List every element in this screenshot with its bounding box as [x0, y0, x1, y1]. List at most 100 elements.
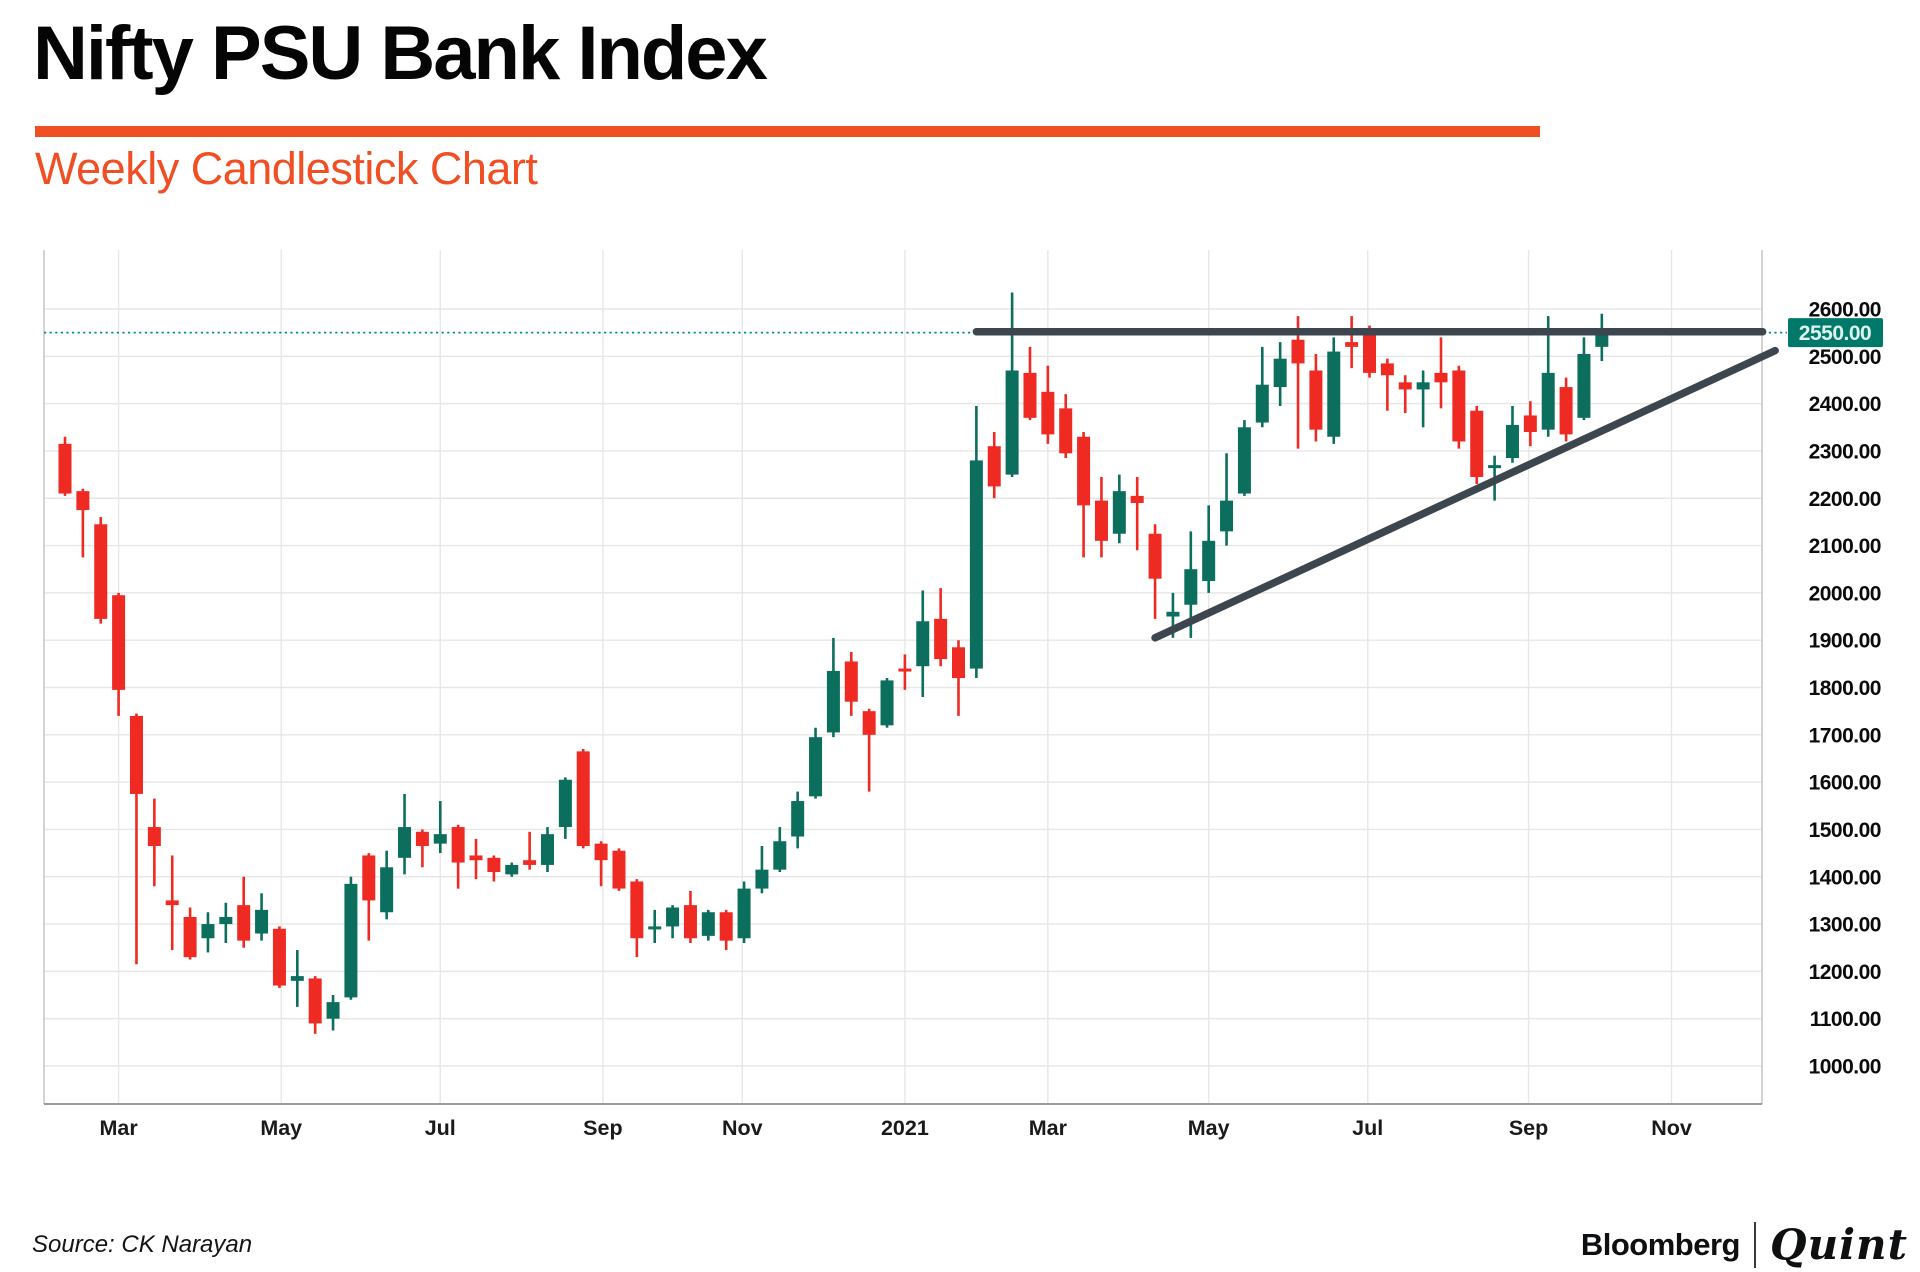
candle-week-76	[1398, 375, 1412, 414]
candle-body	[112, 595, 126, 690]
candle-week-67	[1237, 420, 1251, 496]
candle-body	[755, 869, 769, 889]
chart-subtitle: Weekly Candlestick Chart	[35, 143, 538, 194]
candle-week-6	[147, 798, 161, 887]
candle-week-86	[1577, 337, 1591, 421]
candle-week-21	[415, 829, 429, 868]
candle-body	[237, 905, 251, 941]
candle-body	[1255, 384, 1269, 423]
candle-body	[1595, 332, 1609, 347]
candle-week-32	[612, 848, 626, 891]
y-tick-1000.00: 1000.00	[1809, 1056, 1881, 1079]
candle-body	[701, 912, 715, 936]
candle-week-66	[1220, 453, 1234, 546]
candle-body	[1005, 370, 1019, 475]
candle-body	[362, 855, 376, 901]
candle-week-25	[487, 855, 501, 882]
candle-body	[576, 751, 590, 846]
candle-week-10	[219, 902, 233, 943]
candle-week-17	[344, 876, 358, 1000]
candle-body	[862, 711, 876, 735]
candle-body	[1130, 495, 1144, 503]
candle-body	[344, 883, 358, 998]
candle-body	[433, 834, 447, 844]
candle-week-14	[290, 950, 304, 1007]
candle-week-15	[308, 976, 322, 1034]
candle-body	[1345, 342, 1359, 347]
candle-body	[1363, 335, 1377, 373]
candle-body	[898, 668, 912, 672]
candle-body	[630, 881, 644, 939]
candle-body	[415, 831, 429, 846]
y-tick-2100.00: 2100.00	[1809, 535, 1881, 558]
candle-body	[1059, 408, 1073, 454]
candle-body	[1327, 351, 1341, 437]
y-tick-2400.00: 2400.00	[1809, 393, 1881, 416]
candle-week-13	[272, 926, 286, 988]
x-tick-Sep: Sep	[583, 1116, 622, 1140]
y-tick-1500.00: 1500.00	[1809, 819, 1881, 842]
candle-body	[934, 618, 948, 660]
candle-week-31	[594, 841, 608, 887]
candle-week-18	[362, 853, 376, 941]
candle-body	[1505, 424, 1519, 459]
candle-week-54	[1005, 292, 1019, 477]
x-tick-Jul: Jul	[425, 1116, 456, 1140]
candle-week-28	[540, 827, 554, 873]
x-tick-Sep: Sep	[1509, 1116, 1548, 1140]
candle-week-68	[1255, 346, 1269, 428]
axis-frame	[43, 250, 1763, 1105]
candle-week-4	[112, 592, 126, 716]
candle-week-82	[1505, 405, 1519, 463]
candle-week-40	[755, 845, 769, 894]
candle-body	[308, 978, 322, 1024]
candle-week-87	[1595, 313, 1609, 362]
candle-week-7	[165, 855, 179, 951]
candle-week-72	[1327, 337, 1341, 444]
candle-body	[165, 900, 179, 906]
y-axis-labels: 2600.00 2500.00 2400.00 2300.00 2200.00 2100.…	[1809, 299, 1882, 1079]
candle-body	[826, 670, 840, 733]
candle-week-80	[1470, 405, 1484, 485]
candle-week-50	[934, 588, 948, 667]
quint-wordmark: Quint	[1769, 1220, 1908, 1269]
candle-week-44	[826, 637, 840, 738]
candle-body	[1237, 427, 1251, 494]
x-tick-May: May	[260, 1116, 302, 1140]
candle-week-8	[183, 907, 197, 960]
candle-body	[147, 827, 161, 846]
y-tick-2600.00: 2600.00	[1809, 299, 1881, 322]
candle-week-16	[326, 995, 340, 1031]
x-tick-2021: 2021	[881, 1116, 929, 1140]
gridlines	[44, 250, 1762, 1104]
y-tick-2500.00: 2500.00	[1809, 346, 1881, 369]
candle-body	[737, 888, 751, 939]
candle-week-85	[1559, 377, 1573, 442]
candle-week-34	[648, 909, 662, 943]
candle-week-30	[576, 749, 590, 849]
candle-body	[1577, 353, 1591, 418]
candle-week-22	[433, 801, 447, 854]
candle-week-3	[94, 517, 108, 624]
candle-body	[1023, 372, 1037, 418]
y-tick-1600.00: 1600.00	[1809, 772, 1881, 795]
candle-week-69	[1273, 342, 1287, 406]
candle-body	[255, 909, 269, 934]
candle-body	[451, 827, 465, 863]
candle-body	[1148, 533, 1162, 579]
candle-week-70	[1291, 316, 1305, 449]
candle-week-84	[1541, 316, 1555, 437]
candle-week-49	[916, 590, 930, 697]
x-axis-labels: Mar May Jul Sep Nov 2021 Mar May Jul Sep Nov	[99, 1116, 1691, 1140]
candle-body	[326, 1002, 340, 1019]
candle-week-60	[1112, 474, 1126, 544]
candle-week-51	[952, 640, 965, 716]
candle-body	[916, 621, 930, 667]
candle-body	[398, 827, 412, 858]
x-tick-Jul: Jul	[1352, 1116, 1383, 1140]
candle-body	[1220, 500, 1234, 532]
candle-week-11	[237, 876, 251, 948]
candle-week-33	[630, 879, 644, 958]
